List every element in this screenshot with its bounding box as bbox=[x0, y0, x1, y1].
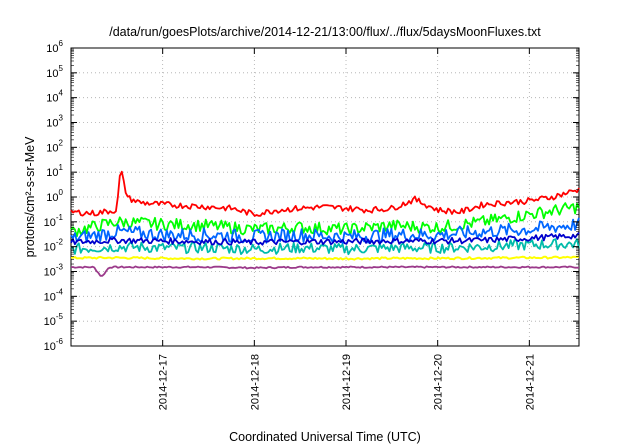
series-line bbox=[70, 265, 580, 277]
x-tick-label: 2014-12-17 bbox=[158, 354, 170, 410]
chart-title: /data/run/goesPlots/archive/2014-12-21/1… bbox=[109, 25, 541, 39]
x-tick-label: 2014-12-21 bbox=[524, 354, 536, 410]
x-axis-label: Coordinated Universal Time (UTC) bbox=[229, 430, 421, 444]
y-tick-label: 105 bbox=[46, 64, 63, 80]
y-tick-label: 102 bbox=[46, 138, 63, 154]
x-tick-label: 2014-12-19 bbox=[341, 354, 353, 410]
y-tick-label: 10-6 bbox=[44, 337, 64, 353]
y-tick-label: 10-5 bbox=[44, 312, 64, 328]
y-axis-label: protons/cm²-s-sr-MeV bbox=[23, 136, 37, 258]
y-tick-label: 106 bbox=[46, 39, 63, 55]
x-axis-ticks: 2014-12-17 2014-12-18 2014-12-19 2014-12-20… bbox=[158, 48, 536, 410]
series-line bbox=[70, 232, 580, 246]
series-line bbox=[70, 202, 580, 238]
y-tick-label: 101 bbox=[46, 163, 63, 179]
y-tick-label: 10-1 bbox=[44, 213, 64, 229]
y-tick-label: 104 bbox=[46, 89, 63, 105]
series-line bbox=[70, 255, 580, 261]
grid-lines bbox=[71, 48, 579, 346]
y-tick-label: 103 bbox=[46, 114, 63, 130]
y-tick-label: 100 bbox=[46, 188, 63, 204]
x-tick-label: 2014-12-18 bbox=[249, 354, 261, 410]
x-tick-label: 2014-12-20 bbox=[433, 354, 445, 410]
y-tick-label: 10-3 bbox=[44, 263, 64, 279]
series-line bbox=[70, 170, 580, 217]
y-tick-label: 10-2 bbox=[44, 238, 64, 254]
series-line bbox=[70, 238, 580, 256]
y-tick-label: 10-4 bbox=[44, 287, 64, 303]
y-axis-ticks: 10-6 10-5 10-4 10-3 10-2 10-1 100 101 102 103 104 1… bbox=[44, 39, 579, 353]
series-group bbox=[70, 170, 580, 277]
